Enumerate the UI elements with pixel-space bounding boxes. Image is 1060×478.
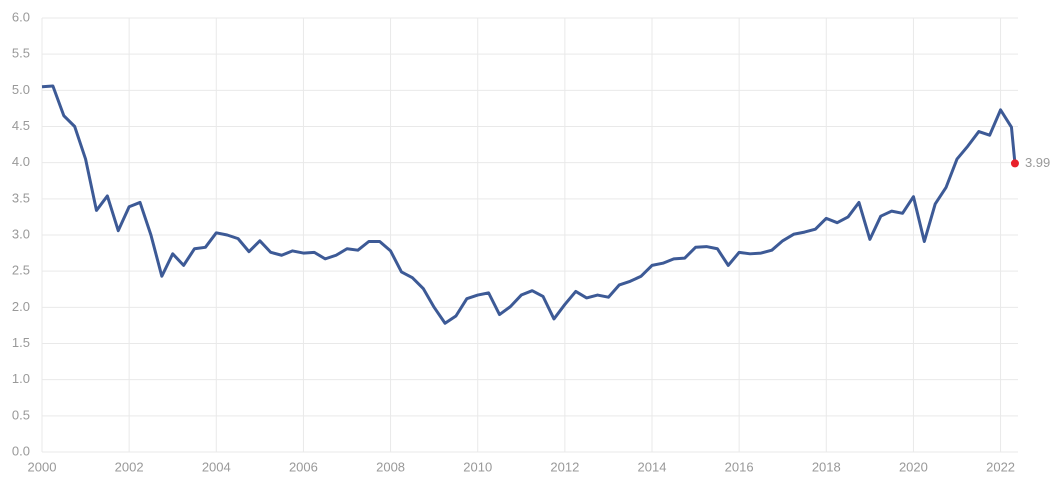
x-tick-label: 2022 [986,459,1015,474]
x-tick-label: 2002 [115,459,144,474]
x-tick-label: 2004 [202,459,231,474]
y-tick-label: 6.0 [12,9,30,24]
x-tick-label: 2012 [550,459,579,474]
y-tick-label: 2.0 [12,299,30,314]
y-tick-label: 1.0 [12,371,30,386]
x-tick-label: 2006 [289,459,318,474]
y-tick-label: 3.0 [12,226,30,241]
y-tick-label: 1.5 [12,335,30,350]
x-tick-label: 2008 [376,459,405,474]
y-tick-label: 4.5 [12,118,30,133]
y-tick-label: 5.0 [12,82,30,97]
y-tick-label: 2.5 [12,263,30,278]
x-tick-label: 2018 [812,459,841,474]
x-tick-label: 2010 [463,459,492,474]
y-tick-label: 0.5 [12,407,30,422]
x-tick-label: 2020 [899,459,928,474]
y-tick-label: 5.5 [12,46,30,61]
x-tick-label: 2014 [638,459,667,474]
x-tick-label: 2016 [725,459,754,474]
y-tick-label: 4.0 [12,154,30,169]
last-value-label: 3.99 [1025,155,1050,170]
series-line [41,84,1017,325]
y-tick-label: 0.0 [12,443,30,458]
last-point [1010,159,1019,168]
x-tick-label: 2000 [28,459,57,474]
y-tick-label: 3.5 [12,190,30,205]
